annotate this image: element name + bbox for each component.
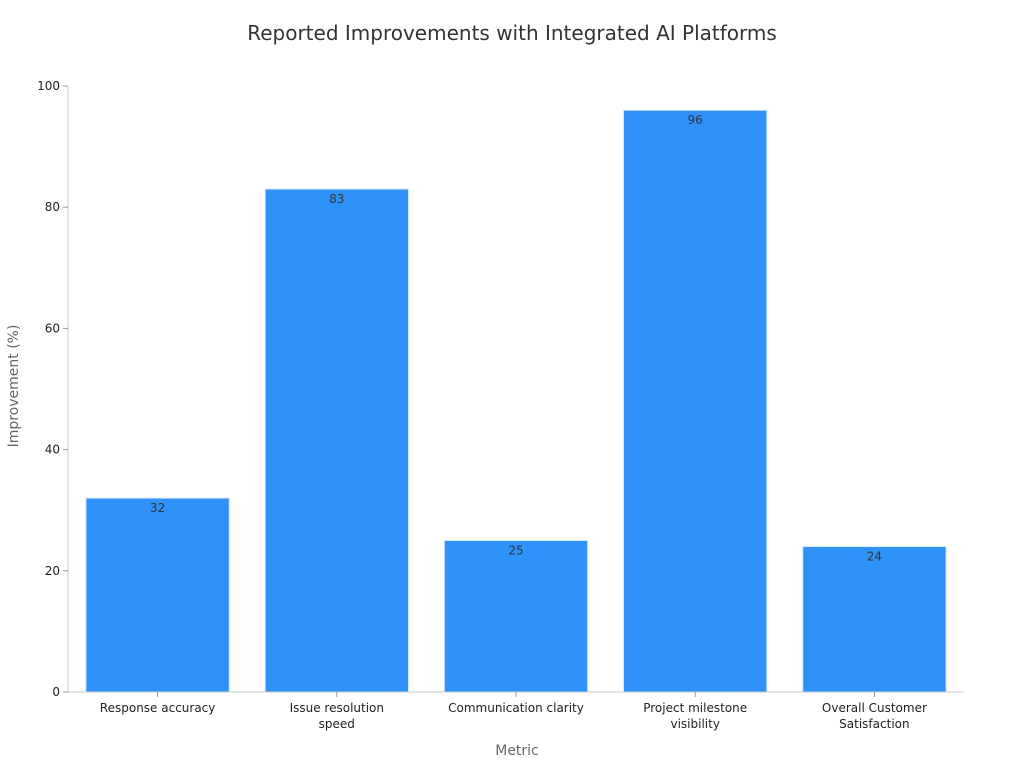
y-tick-label: 40: [45, 443, 60, 457]
data-label: 83: [329, 192, 344, 206]
bar: [264, 188, 409, 693]
y-ticks-group: 0 20 40 60 80 100: [37, 79, 68, 699]
bar: [623, 109, 768, 693]
bar: [443, 540, 589, 693]
bar: [85, 497, 230, 693]
data-label: 24: [867, 550, 882, 564]
bars-group: [85, 109, 947, 693]
chart-title: Reported Improvements with Integrated AI…: [247, 21, 777, 45]
data-labels-group: 32 83 25 96 24: [150, 113, 882, 563]
y-tick-label: 20: [45, 564, 60, 578]
y-tick-label: 100: [37, 79, 60, 93]
y-tick-label: 60: [45, 321, 60, 335]
x-axis-label: Metric: [495, 743, 539, 759]
x-tick-label: Communication clarity: [448, 701, 584, 715]
data-label: 25: [508, 544, 523, 558]
y-tick-label: 0: [52, 685, 60, 699]
y-axis-label: Improvement (%): [6, 325, 22, 448]
x-tick-label: Response accuracy: [100, 701, 216, 715]
x-tick-label: Project milestone visibility: [643, 701, 747, 731]
y-tick-label: 80: [45, 200, 60, 214]
bar: [802, 546, 947, 693]
data-label: 96: [688, 113, 703, 127]
x-tick-label: Overall Customer Satisfaction: [822, 701, 927, 731]
data-label: 32: [150, 501, 165, 515]
x-ticks-group: Response accuracy Issue resolution speed Co…: [100, 692, 927, 731]
x-tick-label: Issue resolution speed: [290, 701, 384, 731]
